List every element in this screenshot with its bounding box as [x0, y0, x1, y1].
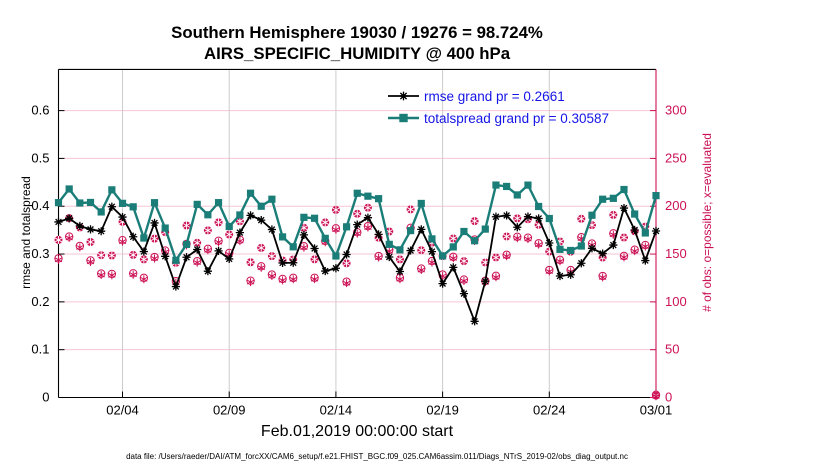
svg-text:02/14: 02/14 — [320, 403, 353, 418]
svg-text:0.4: 0.4 — [31, 198, 49, 213]
svg-text:02/19: 02/19 — [426, 403, 459, 418]
svg-text:02/24: 02/24 — [533, 403, 566, 418]
svg-text:50: 50 — [665, 342, 679, 357]
svg-text:0.3: 0.3 — [31, 246, 49, 261]
svg-text:02/09: 02/09 — [213, 403, 246, 418]
svg-text:250: 250 — [665, 150, 687, 165]
svg-text:03/01: 03/01 — [640, 403, 673, 418]
svg-text:0.1: 0.1 — [31, 342, 49, 357]
svg-text:02/04: 02/04 — [106, 403, 139, 418]
svg-text:200: 200 — [665, 198, 687, 213]
svg-text:150: 150 — [665, 246, 687, 261]
svg-text:100: 100 — [665, 294, 687, 309]
svg-text:0: 0 — [42, 390, 49, 405]
svg-text:0.5: 0.5 — [31, 150, 49, 165]
svg-text:rmse grand pr = 0.2661: rmse grand pr = 0.2661 — [424, 89, 565, 104]
svg-text:totalspread grand pr = 0.30587: totalspread grand pr = 0.30587 — [424, 111, 609, 126]
svg-text:0.2: 0.2 — [31, 294, 49, 309]
svg-text:0.6: 0.6 — [31, 103, 49, 118]
svg-text:300: 300 — [665, 103, 687, 118]
